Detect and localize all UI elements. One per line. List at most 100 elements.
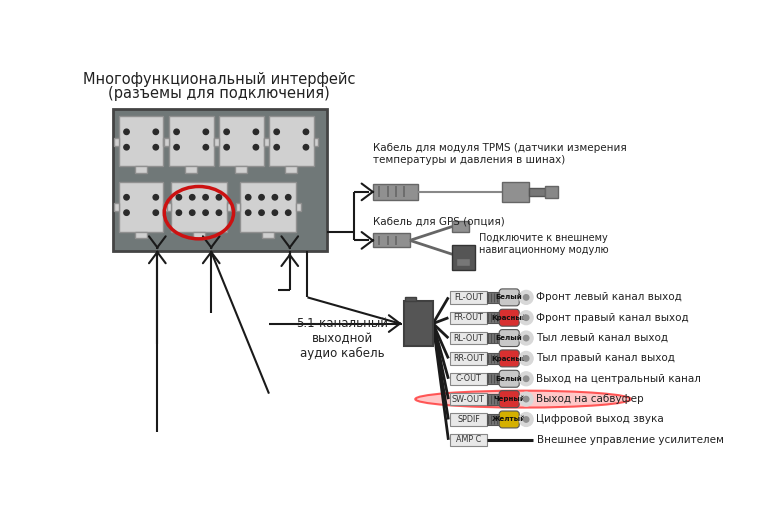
Text: Белый: Белый <box>496 294 522 301</box>
Bar <box>544 185 558 198</box>
Bar <box>450 291 487 304</box>
FancyBboxPatch shape <box>499 370 519 387</box>
Text: Выход на центральный канал: Выход на центральный канал <box>537 374 701 384</box>
Bar <box>135 167 148 172</box>
Circle shape <box>523 315 529 320</box>
Circle shape <box>253 129 259 134</box>
Bar <box>236 203 241 211</box>
Bar <box>264 138 269 146</box>
Bar <box>487 353 499 364</box>
Text: 5.1-канальный
выходной
аудио кабель: 5.1-канальный выходной аудио кабель <box>296 317 388 359</box>
Circle shape <box>203 144 209 150</box>
Circle shape <box>523 356 529 361</box>
Circle shape <box>153 144 159 150</box>
Circle shape <box>216 194 222 200</box>
Bar <box>373 233 410 247</box>
Bar <box>263 138 268 146</box>
Text: Подключите к внешнему
навигационному модулю: Подключите к внешнему навигационному мод… <box>480 233 609 255</box>
Text: FL-OUT: FL-OUT <box>454 293 483 302</box>
Circle shape <box>519 392 533 406</box>
Circle shape <box>523 417 529 422</box>
Circle shape <box>124 210 129 215</box>
Circle shape <box>259 194 264 200</box>
Circle shape <box>253 144 259 150</box>
FancyBboxPatch shape <box>499 330 519 346</box>
Circle shape <box>303 129 308 134</box>
Circle shape <box>523 396 529 402</box>
Circle shape <box>303 144 308 150</box>
Bar <box>193 232 205 238</box>
Text: FR-OUT: FR-OUT <box>454 313 483 322</box>
Bar <box>487 312 499 323</box>
Bar <box>530 188 544 196</box>
Circle shape <box>124 144 129 150</box>
Bar <box>404 301 433 346</box>
Circle shape <box>224 144 230 150</box>
Circle shape <box>190 210 195 215</box>
Bar <box>269 116 314 167</box>
Bar <box>487 394 499 404</box>
Circle shape <box>286 210 291 215</box>
FancyBboxPatch shape <box>499 411 519 428</box>
Bar <box>285 167 298 172</box>
Circle shape <box>523 336 529 341</box>
Circle shape <box>519 352 533 365</box>
Circle shape <box>273 194 277 200</box>
Bar <box>450 413 487 426</box>
Bar <box>226 203 231 211</box>
Bar <box>487 414 499 425</box>
Circle shape <box>274 144 280 150</box>
FancyBboxPatch shape <box>499 309 519 326</box>
Circle shape <box>519 413 533 426</box>
Text: Фронт левый канал выход: Фронт левый канал выход <box>537 292 682 302</box>
Circle shape <box>174 144 180 150</box>
Text: Кабель для модуля TPMS (датчики измерения
температуры и давления в шинах): Кабель для модуля TPMS (датчики измерени… <box>373 143 626 165</box>
Bar <box>452 221 469 232</box>
Text: Многофункциональный интерфейс: Многофункциональный интерфейс <box>83 72 355 87</box>
Bar <box>119 182 163 232</box>
Bar <box>450 393 487 405</box>
Bar <box>135 232 148 238</box>
Circle shape <box>273 210 277 215</box>
Circle shape <box>177 194 181 200</box>
Text: Цифровой выход звука: Цифровой выход звука <box>537 415 664 425</box>
Text: C-OUT: C-OUT <box>455 374 481 383</box>
Text: RL-OUT: RL-OUT <box>454 333 483 343</box>
Text: Красный: Красный <box>491 315 527 321</box>
Text: RR-OUT: RR-OUT <box>453 354 484 363</box>
FancyBboxPatch shape <box>499 350 519 367</box>
Circle shape <box>245 210 251 215</box>
Bar <box>185 167 198 172</box>
Text: Белый: Белый <box>496 376 522 382</box>
Circle shape <box>153 129 159 134</box>
Bar <box>119 116 163 167</box>
Bar <box>452 245 476 270</box>
Bar <box>450 433 487 446</box>
Text: (разъемы для подключения): (разъемы для подключения) <box>108 85 330 101</box>
Circle shape <box>177 210 181 215</box>
Bar <box>114 138 119 146</box>
FancyBboxPatch shape <box>499 289 519 306</box>
Text: Выход на сабвуфер: Выход на сабвуфер <box>537 394 644 404</box>
Bar <box>456 258 470 266</box>
Text: Белый: Белый <box>496 335 522 341</box>
Bar <box>487 292 499 303</box>
Bar <box>487 374 499 384</box>
Text: Внешнее управление усилителем: Внешнее управление усилителем <box>537 435 724 445</box>
Bar <box>241 182 296 232</box>
Circle shape <box>153 194 159 200</box>
Circle shape <box>523 376 529 381</box>
Bar <box>163 203 168 211</box>
Bar <box>296 203 301 211</box>
Circle shape <box>245 194 251 200</box>
Circle shape <box>124 129 129 134</box>
Circle shape <box>174 129 180 134</box>
Circle shape <box>153 210 159 215</box>
Bar <box>114 203 119 211</box>
Bar <box>219 116 264 167</box>
Text: Кабель для GPS (опция): Кабель для GPS (опция) <box>373 217 505 227</box>
Bar <box>166 203 171 211</box>
FancyBboxPatch shape <box>499 391 519 407</box>
Text: Тыл правый канал выход: Тыл правый канал выход <box>537 353 675 364</box>
Bar <box>164 138 169 146</box>
